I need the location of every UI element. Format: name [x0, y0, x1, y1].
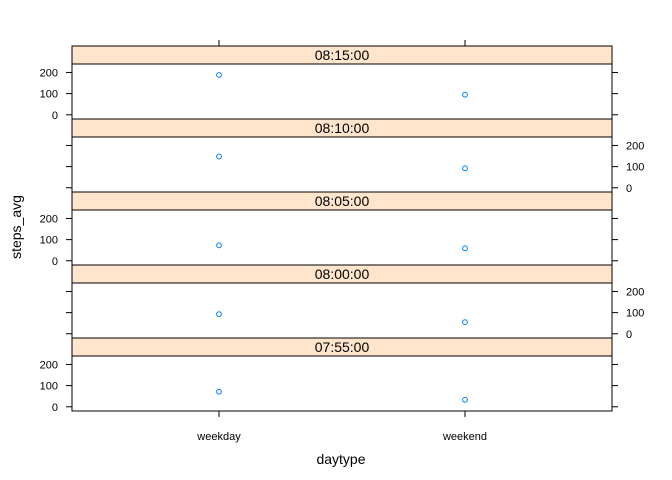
y-tick-label: 100 [40, 89, 58, 101]
data-point [216, 311, 222, 317]
strip-label: 08:15:00 [315, 47, 370, 63]
panel-box-3 [71, 282, 613, 339]
panel-box-2 [71, 209, 613, 266]
y-tick-label: 200 [40, 213, 58, 225]
strip-label: 07:55:00 [315, 339, 370, 355]
data-point [462, 91, 468, 98]
data-point [462, 319, 468, 326]
panel-box-1 [71, 136, 613, 193]
data-point [216, 72, 222, 78]
y-tick-label: 200 [40, 67, 58, 79]
x-axis: weekday weekend [196, 40, 487, 443]
strip-label: 08:05:00 [315, 193, 370, 209]
data-point [462, 245, 468, 252]
y-tick-label: 0 [626, 329, 632, 341]
strip-label: 08:00:00 [315, 266, 370, 282]
y-tick-label: 100 [626, 162, 644, 174]
y-tick-label: 0 [626, 183, 632, 195]
y-tick-label: 0 [52, 402, 58, 414]
x-tick-label: weekday [196, 431, 241, 443]
data-point [216, 388, 222, 395]
y-tick-label: 200 [626, 286, 644, 298]
y-tick-label: 100 [40, 381, 58, 393]
panel-box-0 [71, 63, 613, 120]
y-tick-label: 0 [52, 110, 58, 122]
y-axis-label: steps_avg [8, 195, 24, 259]
x-tick-label: weekend [442, 431, 487, 443]
data-point [462, 396, 468, 403]
panel-box-4 [71, 355, 613, 412]
y-tick-label: 200 [626, 140, 644, 152]
data-point [462, 165, 468, 172]
y-tick-label: 0 [52, 256, 58, 268]
y-tick-label: 100 [626, 308, 644, 320]
data-point [216, 242, 222, 249]
data-point [216, 153, 222, 160]
y-tick-label: 200 [40, 359, 58, 371]
strip-label: 08:10:00 [315, 120, 370, 136]
x-axis-label: daytype [316, 451, 365, 467]
y-tick-label: 100 [40, 235, 58, 247]
panels-group: 08:15:00 0 100 200 08:10:00 0 100 200 08:05:00 0 1… [40, 45, 644, 414]
